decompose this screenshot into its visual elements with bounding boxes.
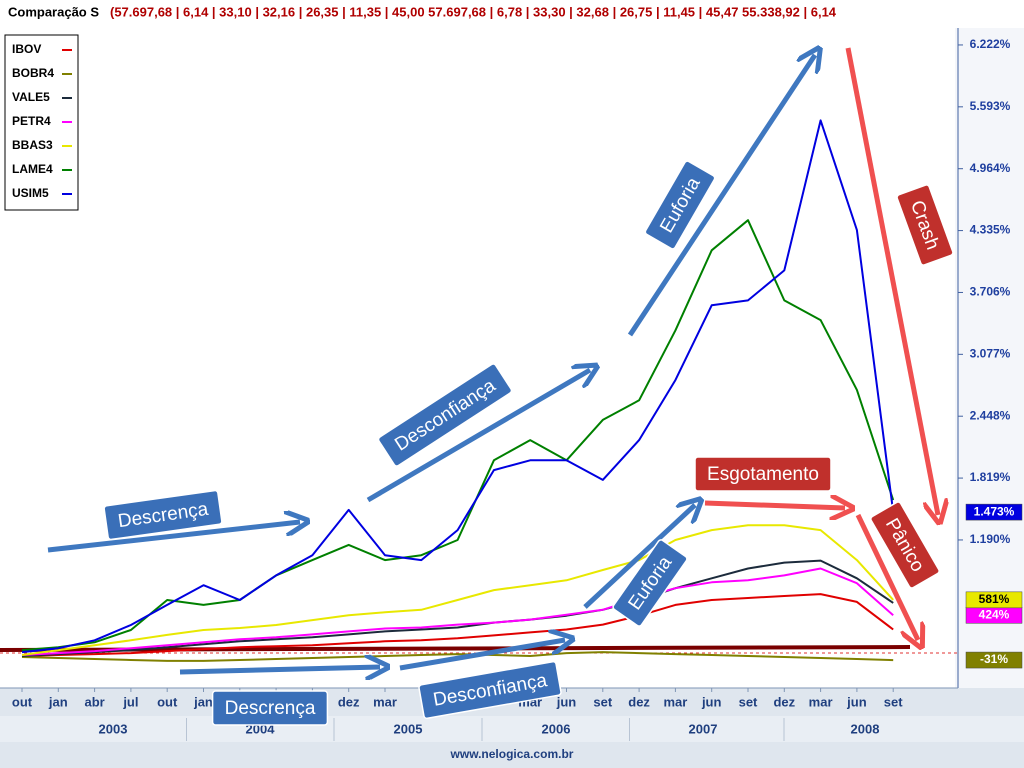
value-label: 1.473% [974, 504, 1015, 518]
legend-label: BBAS3 [12, 138, 53, 152]
y-tick-label: 5.593% [970, 99, 1011, 113]
annotation: Descrença [211, 690, 329, 726]
annotation-arrow [179, 667, 380, 672]
legend-label: LAME4 [12, 162, 53, 176]
legend-label: VALE5 [12, 90, 50, 104]
value-label-box [965, 503, 1023, 521]
legend-label: PETR4 [12, 114, 51, 128]
series-line [21, 524, 894, 656]
x-tick-label: jun [701, 694, 722, 709]
value-label-box [965, 591, 1023, 609]
legend-label: IBOV [12, 42, 41, 56]
annotation-text: Esgotamento [707, 464, 819, 485]
x-tick-label: abr [84, 694, 104, 709]
header [0, 0, 958, 26]
x-tick-label: set [884, 694, 903, 709]
annotation-box [612, 539, 688, 627]
y-tick-label: 3.077% [970, 346, 1011, 360]
annotation-box [103, 489, 223, 541]
annotation-arrow [704, 503, 845, 508]
annotation-box [644, 160, 716, 250]
x-tick-label: mar [663, 694, 687, 709]
series-line [21, 593, 894, 657]
annotation: Esgotamento [694, 456, 832, 492]
series-line [21, 651, 894, 662]
legend-label: BOBR4 [12, 66, 54, 80]
year-panel [0, 716, 1024, 742]
x-tick-label: jan [48, 694, 68, 709]
x-tick-label: dez [338, 694, 360, 709]
annotation-arrow [855, 513, 918, 640]
value-label: -31% [980, 652, 1008, 666]
x-tick-label: mar [373, 694, 397, 709]
legend-label: USIM5 [12, 186, 49, 200]
footer: www.nelogica.com.br [450, 747, 574, 761]
annotation-arrow [583, 505, 695, 609]
footer-panel [0, 742, 1024, 768]
x-tick-label: out [12, 694, 33, 709]
y-tick-label: 2.448% [970, 408, 1011, 422]
year-label: 2008 [851, 721, 880, 736]
x-tick-label: set [739, 694, 758, 709]
annotation-text: Descrença [225, 698, 316, 719]
x-tick-label: jun [556, 694, 577, 709]
chart-title: Comparação S [8, 4, 99, 19]
annotation-arrow [627, 55, 815, 337]
x-tick-label: set [593, 694, 612, 709]
header-values: (57.697,68 | 6,14 | 33,10 | 32,16 | 26,3… [110, 4, 837, 19]
x-tick-label: mar [809, 694, 833, 709]
series-line [21, 559, 894, 657]
annotation-arrow [47, 522, 300, 553]
y-tick-label: 4.335% [970, 223, 1011, 237]
annotation-box [377, 363, 513, 467]
year-label: 2005 [394, 721, 423, 736]
y-tick-label: 1.190% [970, 532, 1011, 546]
y-tick-label: 1.819% [970, 470, 1011, 484]
series-line [21, 219, 895, 652]
annotation-box [896, 184, 954, 266]
x-tick-label: jan [193, 694, 213, 709]
y-tick-label: 3.706% [970, 285, 1011, 299]
y-tick-label: 6.222% [970, 37, 1011, 51]
x-tick-label: dez [628, 694, 650, 709]
annotation-arrow [845, 47, 938, 515]
annotation-box [694, 456, 832, 492]
annotation-arrow [399, 640, 565, 671]
year-label: 2006 [542, 721, 571, 736]
value-label-box [965, 651, 1023, 669]
value-label: 424% [979, 607, 1010, 621]
value-label: 581% [979, 592, 1010, 606]
series-line [21, 567, 894, 656]
x-tick-label: jun [846, 694, 867, 709]
annotation-box [211, 690, 329, 726]
year-label: 2003 [99, 721, 128, 736]
x-tick-label: dez [773, 694, 795, 709]
x-tick-label: jul [122, 694, 138, 709]
series-line [21, 119, 895, 654]
y-tick-label: 4.964% [970, 161, 1011, 175]
x-tick-label: out [157, 694, 178, 709]
reference-band [0, 645, 911, 652]
annotation-box [418, 660, 562, 720]
year-label: 2007 [689, 721, 718, 736]
annotation: Crash [896, 184, 954, 266]
annotation-arrow [366, 370, 590, 503]
annotation-box [870, 501, 940, 589]
annotation: Descrença [103, 489, 223, 541]
